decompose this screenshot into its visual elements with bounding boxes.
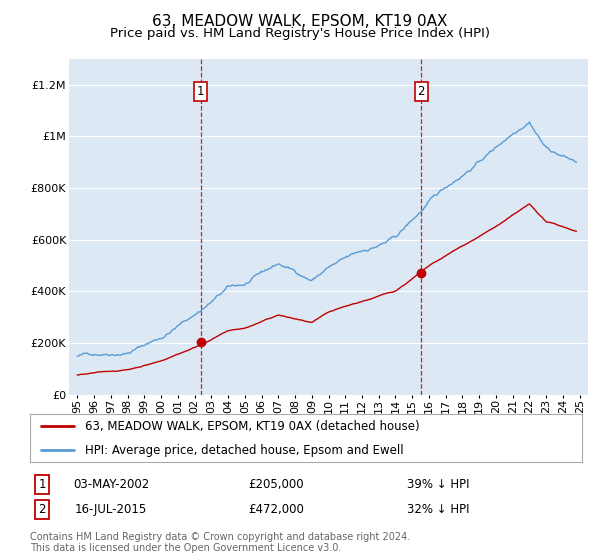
Text: HPI: Average price, detached house, Epsom and Ewell: HPI: Average price, detached house, Epso… <box>85 444 404 456</box>
Text: £205,000: £205,000 <box>248 478 304 491</box>
Text: Contains HM Land Registry data © Crown copyright and database right 2024.
This d: Contains HM Land Registry data © Crown c… <box>30 531 410 553</box>
Text: 39% ↓ HPI: 39% ↓ HPI <box>407 478 469 491</box>
Text: Price paid vs. HM Land Registry's House Price Index (HPI): Price paid vs. HM Land Registry's House … <box>110 27 490 40</box>
Text: 32% ↓ HPI: 32% ↓ HPI <box>407 503 469 516</box>
Text: 2: 2 <box>38 503 46 516</box>
Text: 1: 1 <box>38 478 46 491</box>
Text: 63, MEADOW WALK, EPSOM, KT19 0AX: 63, MEADOW WALK, EPSOM, KT19 0AX <box>152 14 448 29</box>
Text: £472,000: £472,000 <box>248 503 304 516</box>
Text: 2: 2 <box>418 85 425 97</box>
Text: 16-JUL-2015: 16-JUL-2015 <box>75 503 147 516</box>
Text: 03-MAY-2002: 03-MAY-2002 <box>73 478 149 491</box>
Text: 1: 1 <box>197 85 205 97</box>
Text: 63, MEADOW WALK, EPSOM, KT19 0AX (detached house): 63, MEADOW WALK, EPSOM, KT19 0AX (detach… <box>85 420 420 433</box>
